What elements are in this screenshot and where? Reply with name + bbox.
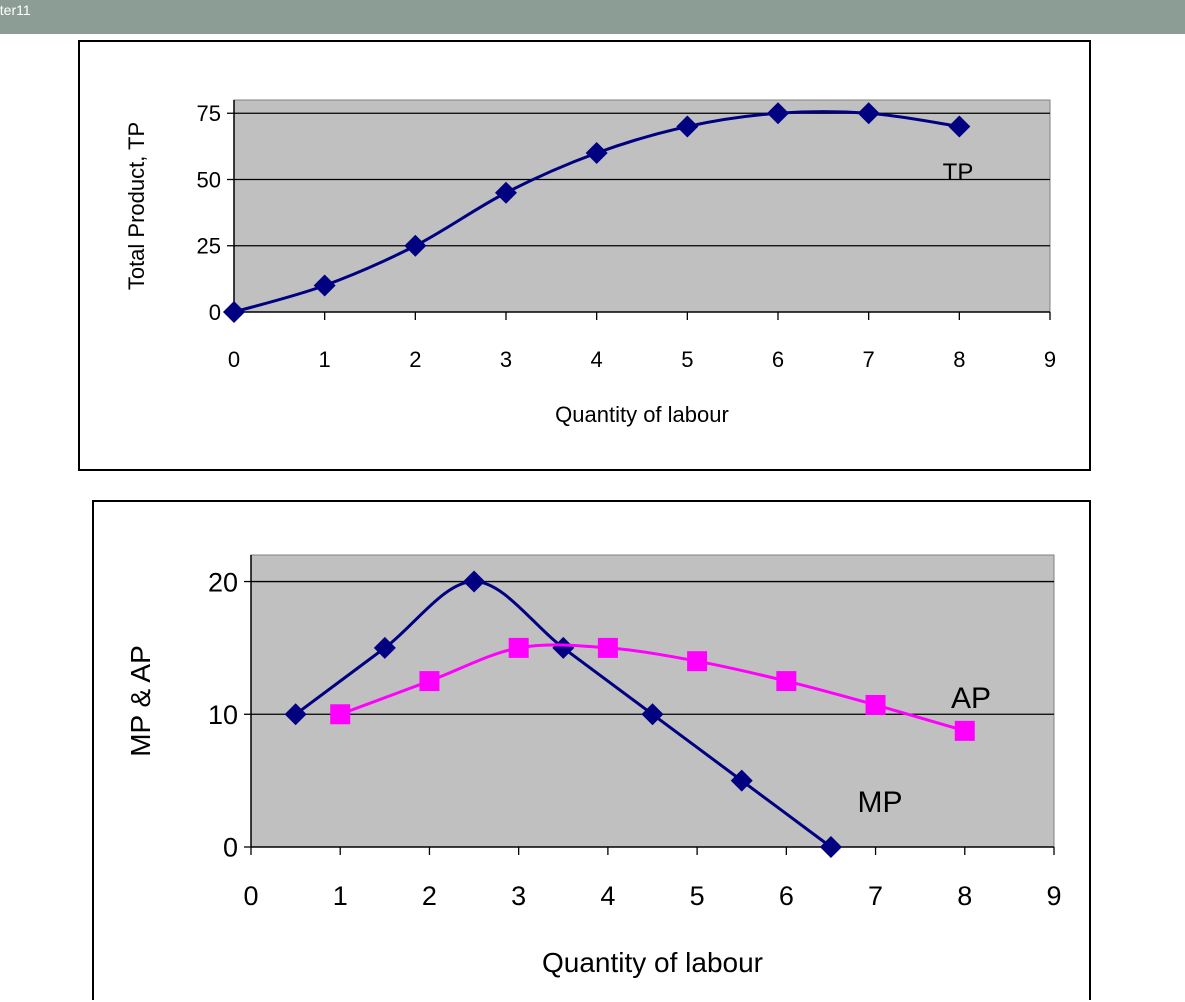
mpap-mp-marker bbox=[819, 836, 842, 858]
tp-x-tick-label: 7 bbox=[863, 347, 875, 372]
tp-x-tick-label: 0 bbox=[228, 347, 240, 372]
tp-tp-marker bbox=[676, 115, 699, 138]
tp-x-axis-title: Quantity of labour bbox=[555, 402, 729, 427]
tp-x-tick-label: 2 bbox=[409, 347, 421, 372]
tp-y-tick-label: 50 bbox=[197, 167, 221, 192]
mpap-x-tick-label: 2 bbox=[422, 881, 437, 911]
tp-y-axis-title: Total Product, TP bbox=[124, 122, 149, 290]
slide-title-bar: pter11 bbox=[0, 0, 1185, 34]
mpap-mp-marker bbox=[641, 703, 664, 726]
mpap-x-tick-label: 8 bbox=[957, 881, 972, 911]
mpap-x-tick-label: 1 bbox=[333, 881, 348, 911]
mpap-series-label-ap: AP bbox=[951, 682, 991, 715]
tp-x-tick-label: 6 bbox=[772, 347, 784, 372]
tp-chart: 0 25 50 75 0 1 2 3 4 5 6 7 8 9 Quantity of labour Total… bbox=[124, 99, 1056, 427]
mpap-x-axis-title: Quantity of labour bbox=[542, 947, 763, 978]
mpap-x-tick-label: 9 bbox=[1046, 881, 1061, 911]
mpap-mp-marker bbox=[284, 703, 307, 726]
tp-tp-marker bbox=[495, 181, 517, 204]
tp-tp-marker bbox=[223, 301, 245, 323]
tp-tp-marker bbox=[948, 115, 971, 138]
tp-y-tick-label: 0 bbox=[209, 300, 221, 325]
tp-x-tick-label: 3 bbox=[500, 347, 512, 372]
tp-tp-marker bbox=[313, 274, 336, 297]
tp-x-tick-label: 1 bbox=[319, 347, 331, 372]
mpap-ap-marker bbox=[687, 651, 708, 672]
mpap-ap-marker bbox=[865, 694, 886, 715]
tp-x-tick-label: 5 bbox=[681, 347, 693, 372]
mpap-mp-marker bbox=[730, 769, 753, 792]
mpap-x-tick-label: 4 bbox=[600, 881, 615, 911]
mpap-x-tick-label: 0 bbox=[243, 881, 258, 911]
tp-y-tick-label: 25 bbox=[197, 234, 221, 259]
mpap-x-tick-label: 7 bbox=[868, 881, 883, 911]
mpap-x-tick-label: 3 bbox=[511, 881, 526, 911]
mpap-series-label-mp: MP bbox=[858, 786, 903, 819]
mpap-x-tick-label: 6 bbox=[779, 881, 794, 911]
mpap-plot-area bbox=[250, 554, 1055, 848]
mpap-ap-marker bbox=[954, 720, 975, 741]
tp-tp-marker bbox=[585, 142, 608, 164]
mpap-mp-marker bbox=[373, 636, 396, 659]
tp-tp-marker bbox=[857, 102, 880, 125]
mp-ap-chart-frame: 0 10 20 0 1 2 3 4 5 6 7 8 9 Quantity of labour MP & AP… bbox=[92, 500, 1091, 1000]
tp-x-tick-label: 4 bbox=[591, 347, 603, 372]
mpap-y-tick-label: 10 bbox=[208, 700, 238, 730]
tp-chart-frame: 0 25 50 75 0 1 2 3 4 5 6 7 8 9 Quantity of labour Total… bbox=[78, 40, 1091, 471]
tp-y-tick-label: 75 bbox=[197, 101, 221, 126]
mpap-x-tick-label: 5 bbox=[690, 881, 705, 911]
mpap-y-tick-label: 20 bbox=[208, 567, 238, 597]
tp-series-label-tp: TP bbox=[943, 159, 974, 186]
mpap-ap-marker bbox=[330, 704, 351, 725]
tp-tp-marker bbox=[767, 102, 789, 125]
mpap-mp-marker bbox=[463, 570, 486, 593]
mpap-y-tick-label: 0 bbox=[223, 833, 238, 863]
mpap-ap-marker bbox=[419, 671, 440, 692]
mpap-mp-marker bbox=[552, 636, 575, 659]
mpap-ap-marker bbox=[597, 637, 618, 658]
slide-title: pter11 bbox=[0, 2, 31, 18]
mpap-ap-marker bbox=[508, 637, 529, 658]
mpap-y-axis-title: MP & AP bbox=[125, 645, 156, 757]
tp-tp-marker bbox=[404, 234, 427, 257]
mpap-ap-marker bbox=[776, 671, 797, 692]
tp-x-tick-label: 9 bbox=[1044, 347, 1056, 372]
tp-x-tick-label: 8 bbox=[953, 347, 965, 372]
tp-plot-area bbox=[233, 99, 1051, 313]
mp-ap-chart: 0 10 20 0 1 2 3 4 5 6 7 8 9 Quantity of labour MP & AP… bbox=[125, 554, 1062, 978]
